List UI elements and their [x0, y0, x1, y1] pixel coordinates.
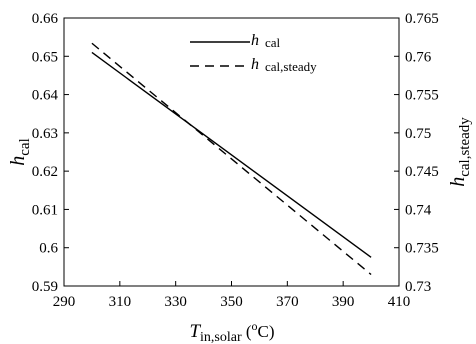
x-tick-label: 290 [53, 294, 76, 310]
left-tick-label: 0.63 [32, 126, 58, 142]
x-tick-label: 330 [164, 294, 187, 310]
series-line-solid [91, 51, 372, 258]
left-tick-label: 0.6 [39, 241, 58, 257]
left-tick-label: 0.64 [32, 88, 59, 104]
right-axis: 0.73 0.735 0.74 0.745 0.75 0.755 0.76 0.765 [394, 11, 439, 295]
right-tick-label: 0.75 [405, 126, 431, 142]
x-tick-label: 390 [332, 294, 355, 310]
plot-area-frame [63, 17, 400, 287]
legend-label-series-2: h cal,steady [251, 56, 317, 74]
left-tick-label: 0.66 [32, 11, 59, 27]
left-tick-label: 0.62 [32, 164, 58, 180]
x-tick-label: 350 [220, 294, 243, 310]
x-axis: 290 310 330 350 370 390 410 [53, 281, 411, 310]
x-tick-label: 310 [109, 294, 132, 310]
y-axis-label-left: hcal [7, 138, 33, 165]
x-tick-label: 370 [276, 294, 299, 310]
right-tick-label: 0.755 [405, 88, 439, 104]
right-tick-label: 0.745 [405, 164, 439, 180]
left-tick-label: 0.59 [32, 279, 58, 295]
legend: h cal h cal,steady [190, 32, 317, 74]
legend-label-series-1: h cal [251, 32, 281, 50]
right-tick-label: 0.76 [405, 49, 432, 65]
y-axis-label-right: hcal,steady [447, 117, 473, 187]
left-tick-label: 0.65 [32, 49, 58, 65]
right-tick-label: 0.74 [405, 202, 432, 218]
right-tick-label: 0.765 [405, 11, 439, 27]
x-tick-label: 410 [388, 294, 411, 310]
right-tick-label: 0.735 [405, 241, 439, 257]
left-tick-label: 0.61 [32, 202, 58, 218]
left-axis: 0.59 0.6 0.61 0.62 0.63 0.64 0.65 0.66 [32, 11, 69, 295]
series-layer [91, 42, 372, 276]
series-line-dashed [91, 42, 372, 276]
right-tick-label: 0.73 [405, 279, 431, 295]
x-axis-label: Tin,solar (oC) [189, 319, 274, 344]
